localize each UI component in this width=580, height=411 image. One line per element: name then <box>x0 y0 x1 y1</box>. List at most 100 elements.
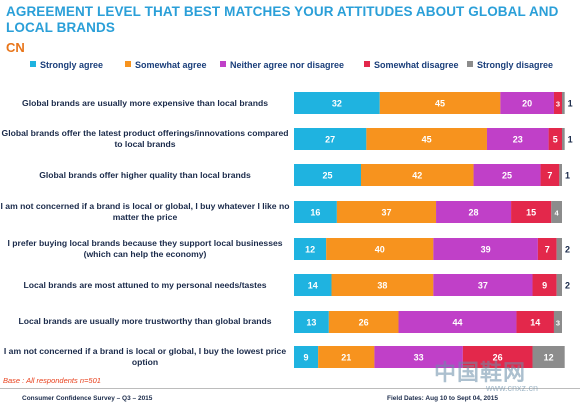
data-label-strongly-agree: 32 <box>332 99 342 109</box>
legend-swatch <box>30 61 36 67</box>
row-label: I am not concerned if a brand is local o… <box>3 346 287 367</box>
data-label-neither-agree-nor-disagree: 20 <box>522 99 532 109</box>
data-label-somewhat-agree: 45 <box>422 135 432 145</box>
data-label-neither-agree-nor-disagree: 23 <box>513 135 523 145</box>
bar-segment-strongly-agree <box>294 92 380 114</box>
bar-segment-neither-agree-nor-disagree <box>398 311 517 333</box>
legend-item-somewhat-disagree: Somewhat disagree <box>364 60 459 70</box>
data-label-strongly-disagree: 12 <box>544 353 554 363</box>
data-label-strongly-agree: 25 <box>322 171 332 181</box>
data-label-strongly-disagree: 3 <box>556 319 560 328</box>
bar-segment-strongly-disagree <box>553 311 562 333</box>
data-label-strongly-agree: 9 <box>304 353 309 363</box>
bar-segment-somewhat-disagree <box>548 128 562 150</box>
bar-segment-strongly-disagree <box>556 274 562 296</box>
bar-segment-somewhat-disagree <box>532 274 557 296</box>
bar-segment-neither-agree-nor-disagree <box>486 128 549 150</box>
bar-segment-strongly-agree <box>294 164 361 186</box>
row-label: Global brands are usually more expensive… <box>22 98 268 108</box>
bar-segment-somewhat-agree <box>331 274 434 296</box>
bar-segment-strongly-agree <box>294 311 329 333</box>
bar-segment-somewhat-agree <box>318 346 375 368</box>
bar-segment-strongly-disagree <box>532 346 565 368</box>
row-label: Global brands offer higher quality than … <box>39 170 251 180</box>
legend-label: Strongly disagree <box>477 60 554 70</box>
bar-segment-somewhat-agree <box>336 201 437 223</box>
data-label-neither-agree-nor-disagree: 25 <box>502 171 512 181</box>
legend-swatch <box>220 61 226 67</box>
legend-item-strongly-disagree: Strongly disagree <box>467 60 553 70</box>
data-label-strongly-disagree: 2 <box>565 245 570 255</box>
legend: Strongly agree Somewhat agree Neither ag… <box>30 60 575 74</box>
data-label-strongly-agree: 27 <box>325 135 335 145</box>
bar-segment-strongly-disagree <box>559 164 562 186</box>
bar-segment-strongly-agree <box>294 346 319 368</box>
bar-segment-somewhat-agree <box>361 164 474 186</box>
legend-swatch <box>467 61 473 67</box>
bar-segment-strongly-agree <box>294 201 337 223</box>
data-label-strongly-disagree: 1 <box>568 99 573 109</box>
country-label: CN <box>6 40 25 55</box>
data-label-somewhat-disagree: 5 <box>553 135 558 145</box>
bar-segment-strongly-disagree <box>562 92 565 114</box>
bar-segment-somewhat-disagree <box>511 201 552 223</box>
watermark-logo: 中国鞋网 <box>434 360 527 385</box>
bar-segment-strongly-agree <box>294 128 367 150</box>
data-label-somewhat-disagree: 15 <box>526 208 536 218</box>
data-label-neither-agree-nor-disagree: 37 <box>478 281 488 291</box>
bar-segment-somewhat-disagree <box>462 346 533 368</box>
bar-segment-strongly-agree <box>294 274 332 296</box>
data-label-somewhat-disagree: 7 <box>547 171 552 181</box>
data-label-neither-agree-nor-disagree: 28 <box>469 208 479 218</box>
data-label-somewhat-agree: 38 <box>377 281 387 291</box>
data-label-strongly-agree: 13 <box>306 318 316 328</box>
data-label-neither-agree-nor-disagree: 33 <box>414 353 424 363</box>
data-label-somewhat-agree: 37 <box>381 208 391 218</box>
legend-swatch <box>125 61 131 67</box>
data-label-somewhat-disagree: 7 <box>545 245 550 255</box>
bar-segment-strongly-disagree <box>551 201 562 223</box>
bar-segment-strongly-agree <box>294 238 327 260</box>
survey-name: Consumer Confidence Survey – Q3 – 2015 <box>22 395 153 402</box>
chart-title: AGREEMENT LEVEL THAT BEST MATCHES YOUR A… <box>6 4 559 35</box>
data-label-somewhat-agree: 26 <box>359 318 369 328</box>
data-label-strongly-disagree: 2 <box>565 281 570 291</box>
bar-segment-neither-agree-nor-disagree <box>436 201 512 223</box>
data-label-strongly-agree: 14 <box>308 281 318 291</box>
bar-segment-neither-agree-nor-disagree <box>374 346 463 368</box>
row-label: I prefer buying local brands because the… <box>7 238 283 259</box>
data-label-neither-agree-nor-disagree: 39 <box>481 245 491 255</box>
base-footnote: Base : All respondents n=501 <box>3 376 101 385</box>
bar-segment-strongly-disagree <box>556 238 562 260</box>
legend-item-strongly-agree: Strongly agree <box>30 60 103 70</box>
footer-divider <box>0 388 580 389</box>
data-label-somewhat-disagree: 14 <box>530 318 540 328</box>
bar-segment-neither-agree-nor-disagree <box>500 92 554 114</box>
legend-item-neither: Neither agree nor disagree <box>220 60 344 70</box>
bar-segment-somewhat-disagree <box>553 92 562 114</box>
bar-segment-somewhat-agree <box>379 92 501 114</box>
row-label: Local brands are usually more trustworth… <box>18 316 272 326</box>
data-label-somewhat-disagree: 26 <box>493 353 503 363</box>
row-label: Global brands offer the latest product o… <box>1 128 289 149</box>
bar-segment-neither-agree-nor-disagree <box>433 274 533 296</box>
data-label-somewhat-agree: 42 <box>412 171 422 181</box>
legend-label: Somewhat disagree <box>374 60 459 70</box>
data-label-somewhat-disagree: 9 <box>542 281 547 291</box>
watermark-url: www.cnxz.cn <box>486 383 539 393</box>
data-label-strongly-disagree: 1 <box>565 171 570 181</box>
data-label-somewhat-disagree: 3 <box>556 100 560 109</box>
bar-segment-somewhat-disagree <box>516 311 554 333</box>
bar-segment-somewhat-agree <box>328 311 399 333</box>
data-label-somewhat-agree: 21 <box>341 353 351 363</box>
bar-segment-somewhat-agree <box>366 128 487 150</box>
row-label: I am not concerned if a brand is local o… <box>0 201 290 222</box>
data-label-neither-agree-nor-disagree: 44 <box>452 318 462 328</box>
legend-swatch <box>364 61 370 67</box>
bar-segment-neither-agree-nor-disagree <box>433 238 538 260</box>
data-label-strongly-disagree: 1 <box>568 135 573 145</box>
bar-segment-strongly-disagree <box>562 128 565 150</box>
legend-label: Strongly agree <box>40 60 104 70</box>
data-label-strongly-agree: 12 <box>305 245 315 255</box>
